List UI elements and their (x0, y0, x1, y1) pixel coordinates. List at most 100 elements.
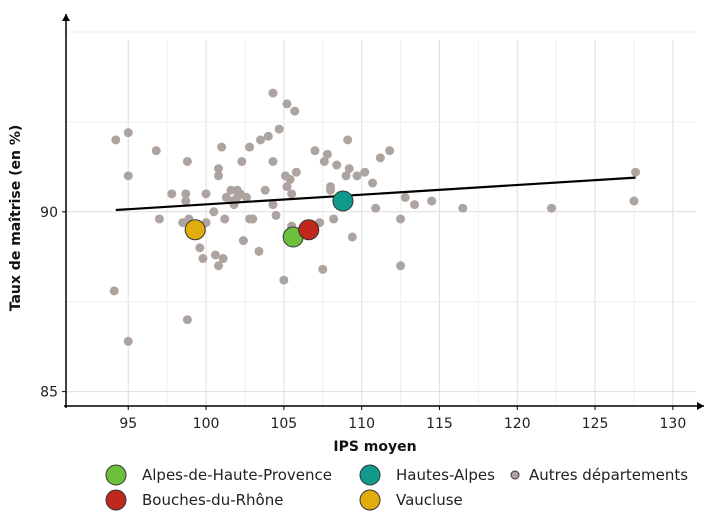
legend-label: Bouches-du-Rhône (142, 491, 283, 509)
data-point (360, 167, 370, 177)
data-point (268, 88, 278, 98)
data-point (182, 156, 192, 166)
data-point (213, 164, 223, 174)
data-point (274, 124, 284, 134)
y-axis-arrow (62, 14, 70, 21)
data-point (400, 192, 410, 202)
x-axis-title: IPS moyen (333, 439, 416, 455)
y-tick-label: 85 (40, 385, 58, 401)
data-point (427, 196, 437, 206)
x-tick-label: 130 (660, 416, 687, 432)
data-point (201, 189, 211, 199)
data-point (123, 336, 133, 346)
x-tick-label: 125 (582, 416, 609, 432)
highlight-point (184, 219, 206, 241)
data-point (263, 131, 273, 141)
data-point (245, 142, 255, 152)
points-layer (109, 88, 641, 346)
data-point (371, 203, 381, 213)
highlight-layer (184, 190, 354, 248)
data-point (396, 214, 406, 224)
regression-line (115, 176, 636, 212)
x-tick-label: 105 (270, 416, 297, 432)
data-point (111, 135, 121, 145)
x-tick-label: 110 (348, 416, 375, 432)
data-point (282, 99, 292, 109)
data-point (178, 218, 188, 228)
data-point (181, 189, 191, 199)
highlight-point (332, 190, 354, 212)
data-point (167, 189, 177, 199)
data-point (458, 203, 468, 213)
data-point (151, 146, 161, 156)
data-point (326, 185, 336, 195)
data-point (123, 128, 133, 138)
data-point (547, 203, 557, 213)
data-point (254, 246, 264, 256)
y-tick-label: 90 (40, 205, 58, 221)
legend-label: Alpes-de-Haute-Provence (142, 466, 332, 484)
data-point (344, 164, 354, 174)
x-tick-label: 100 (193, 416, 220, 432)
x-tick-label: 95 (119, 416, 137, 432)
data-point (329, 214, 339, 224)
data-point (290, 106, 300, 116)
data-point (268, 156, 278, 166)
legend-swatch (105, 464, 127, 486)
y-axis-title: Taux de maîtrise (en %) (8, 125, 24, 312)
data-point (195, 243, 205, 253)
data-point (213, 171, 223, 181)
data-point (352, 171, 362, 181)
x-axis-arrow (697, 402, 704, 410)
data-point (629, 196, 639, 206)
data-point (248, 214, 258, 224)
legend-swatch (359, 464, 381, 486)
data-point (209, 207, 219, 217)
data-point (109, 286, 119, 296)
data-point (198, 254, 208, 264)
data-point (226, 185, 236, 195)
data-point (375, 153, 385, 163)
legend-label: Autres départements (529, 466, 688, 484)
data-point (368, 178, 378, 188)
legend-swatch (105, 489, 127, 511)
legend-label: Vaucluse (396, 491, 463, 509)
data-point (291, 167, 301, 177)
data-point (343, 135, 353, 145)
data-point (319, 156, 329, 166)
data-point (213, 261, 223, 271)
x-tick-label: 115 (426, 416, 453, 432)
data-point (217, 142, 227, 152)
data-point (181, 196, 191, 206)
data-point (182, 315, 192, 325)
data-point (318, 264, 328, 274)
data-point (385, 146, 395, 156)
data-point (256, 135, 266, 145)
data-point (285, 174, 295, 184)
axes-layer (62, 14, 704, 410)
data-point (232, 192, 242, 202)
data-point (271, 210, 281, 220)
data-point (332, 160, 342, 170)
data-point (218, 254, 228, 264)
data-point (220, 214, 230, 224)
data-point (282, 182, 292, 192)
legend: Alpes-de-Haute-Provence Hautes-Alpes Autre… (105, 464, 688, 511)
legend-label: Hautes-Alpes (396, 466, 495, 484)
data-point (410, 200, 420, 210)
data-point (238, 236, 248, 246)
data-point (322, 149, 332, 159)
data-point (268, 200, 278, 210)
data-point (237, 156, 247, 166)
data-point (310, 146, 320, 156)
highlight-point (298, 219, 320, 241)
data-point (341, 171, 351, 181)
data-point (287, 189, 297, 199)
legend-swatch (359, 489, 381, 511)
grid-layer (66, 31, 696, 406)
data-point (279, 275, 289, 285)
data-point (154, 214, 164, 224)
regression-layer (115, 176, 636, 212)
